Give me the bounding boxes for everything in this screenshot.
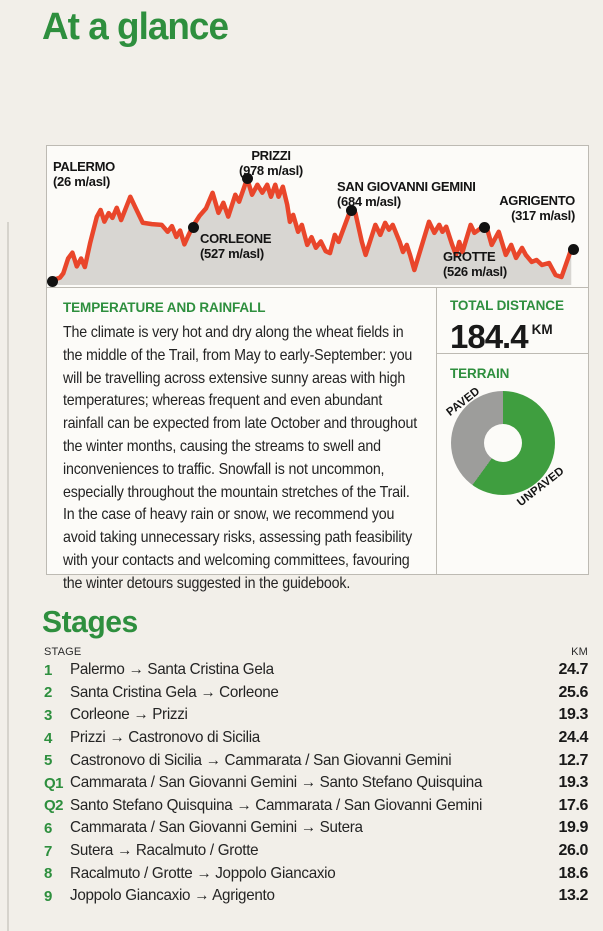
climate-body-text: The climate is very hot and dry along th… [63,324,417,592]
landmark-name: GROTTE [443,249,496,264]
stage-row: 4 Prizzi → Castronovo di Sicilia 24.4 [44,727,588,750]
stage-route: Cammarata / San Giovanni Gemini → Sutera [70,819,363,837]
stage-route: Joppolo Giancaxio → Agrigento [70,887,275,905]
elevation-profile-svg [50,176,574,286]
stage-distance-km: 26.0 [558,842,588,860]
landmark-label: GROTTE (526 m/asl) [443,249,553,279]
landmark-label: CORLEONE (527 m/asl) [200,231,310,261]
stages-title: Stages [42,604,138,639]
landmark-name: SAN GIOVANNI GEMINI [337,179,476,194]
stage-row: 2 Santa Cristina Gela → Corleone 25.6 [44,682,588,705]
distance-number: 184.4 [450,318,529,355]
stage-row: 9 Joppolo Giancaxio → Agrigento 13.2 [44,885,588,908]
landmark-elevation: (26 m/asl) [53,174,110,189]
stage-number: 7 [44,842,52,860]
stage-distance-km: 19.3 [558,706,588,724]
elevation-profile-chart: PALERMO (26 m/asl) CORLEONE (527 m/asl) PRIZ… [47,146,588,288]
stage-route: Santa Cristina Gela → Corleone [70,683,279,701]
landmark-label: SAN GIOVANNI GEMINI (684 m/asl) [337,179,507,209]
stage-route: Santo Stefano Quisquina → Cammarata / Sa… [70,796,483,814]
stage-number: 2 [44,684,52,702]
stage-number: 9 [44,887,52,905]
landmark-name: PRIZZI [251,148,291,163]
page-edge-scan-artifact [7,222,9,931]
stage-row: Q2 Santo Stefano Quisquina → Cammarata / … [44,795,588,818]
total-distance-section: TOTAL DISTANCE 184.4 KM [437,288,588,354]
at-a-glance-panel: PALERMO (26 m/asl) CORLEONE (527 m/asl) PRIZ… [46,145,589,592]
stage-number: 8 [44,865,52,883]
stage-number: 6 [44,819,52,837]
stage-route: Sutera → Racalmuto / Grotte [70,842,259,860]
landmark-label: PRIZZI (978 m/asl) [211,148,331,178]
landmark-dot [242,173,254,185]
stage-number: Q1 [44,774,64,792]
landmark-label: AGRIGENTO (317 m/asl) [487,193,575,223]
landmark-elevation: (526 m/asl) [443,264,507,279]
stage-number: 5 [44,752,52,770]
stages-table: STAGE KM 1 Palermo → Santa Cristina Gela 2… [44,643,588,908]
page-title: At a glance [42,6,229,48]
donut-hole [484,424,522,462]
climate-section: TEMPERATURE AND RAINFALL The climate is … [47,288,436,592]
stage-row: 5 Castronovo di Sicilia → Cammarata / San… [44,749,588,772]
distance-unit: KM [531,322,553,337]
stage-distance-km: 18.6 [558,864,588,882]
stage-row: 1 Palermo → Santa Cristina Gela 24.7 [44,659,588,682]
terrain-donut-chart [451,391,555,495]
stage-number: 3 [44,706,52,724]
stages-table-header: STAGE KM [44,643,588,658]
stage-route: Castronovo di Sicilia → Cammarata / San … [70,751,452,769]
landmark-dot [47,275,58,287]
terrain-heading: TERRAIN [450,366,510,381]
stage-route: Palermo → Santa Cristina Gela [70,661,274,679]
stage-route: Racalmuto / Grotte → Joppolo Giancaxio [70,864,336,882]
column-header-stage: STAGE [44,646,82,658]
landmark-dot [346,204,358,216]
landmark-name: PALERMO [53,159,115,174]
stage-distance-km: 24.4 [558,729,588,747]
stage-row: 7 Sutera → Racalmuto / Grotte 26.0 [44,840,588,863]
stats-column: TOTAL DISTANCE 184.4 KM TERRAIN PAVED UNP… [436,288,588,575]
stage-number: 1 [44,661,52,679]
stage-distance-km: 17.6 [558,796,588,814]
stage-distance-km: 12.7 [558,751,588,769]
landmark-label: PALERMO (26 m/asl) [53,159,163,189]
landmark-dot [478,221,490,233]
stage-distance-km: 19.9 [558,819,588,837]
profile-area-fill [52,178,572,286]
stage-row: Q1 Cammarata / San Giovanni Gemini → Sant… [44,772,588,795]
stage-row: 6 Cammarata / San Giovanni Gemini → Suter… [44,817,588,840]
stage-route: Cammarata / San Giovanni Gemini → Santo … [70,774,483,792]
stages-rows: 1 Palermo → Santa Cristina Gela 24.7 2 Santa… [44,659,588,908]
stage-row: 3 Corleone → Prizzi 19.3 [44,704,588,727]
landmark-elevation: (978 m/asl) [239,163,303,178]
stage-distance-km: 25.6 [558,683,588,701]
landmark-elevation: (317 m/asl) [511,208,575,223]
stage-distance-km: 24.7 [558,661,588,679]
stage-route: Corleone → Prizzi [70,706,188,724]
stage-row: 8 Racalmuto / Grotte → Joppolo Giancaxio 1… [44,862,588,885]
stage-number: Q2 [44,797,64,815]
total-distance-heading: TOTAL DISTANCE [450,298,564,313]
profile-route-line [50,176,574,283]
stage-route: Prizzi → Castronovo di Sicilia [70,729,260,747]
landmark-elevation: (527 m/asl) [200,246,264,261]
landmark-elevation: (684 m/asl) [337,194,401,209]
stage-distance-km: 19.3 [558,774,588,792]
stage-number: 4 [44,729,52,747]
climate-heading: TEMPERATURE AND RAINFALL [63,300,266,315]
terrain-section: TERRAIN PAVED UNPAVED [437,354,588,575]
landmark-dot [567,244,579,256]
info-grid: TEMPERATURE AND RAINFALL The climate is … [47,288,588,592]
landmark-name: AGRIGENTO [499,193,575,208]
stage-distance-km: 13.2 [558,887,588,905]
landmark-name: CORLEONE [200,231,272,246]
column-header-km: KM [571,646,588,658]
total-distance-value: 184.4 KM [450,318,588,355]
landmark-dot [187,221,199,233]
